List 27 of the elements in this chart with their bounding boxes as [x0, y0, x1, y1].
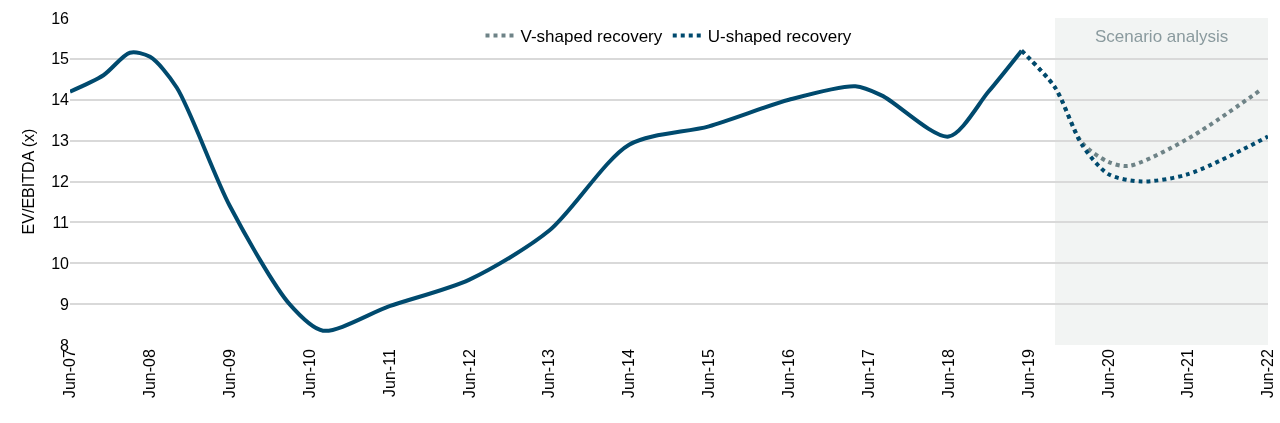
x-tick-label: Jun-16	[780, 349, 798, 399]
y-tick-label: 10	[51, 254, 70, 272]
x-tick-label: Jun-22	[1259, 349, 1277, 399]
x-tick-label: Jun-08	[141, 349, 159, 399]
x-tick-label: Jun-13	[540, 349, 558, 399]
y-tick-label: 13	[51, 132, 70, 150]
legend-label: V-shaped recovery	[520, 27, 663, 47]
x-tick-label: Jun-21	[1179, 349, 1197, 399]
x-tick-label: Jun-12	[460, 349, 478, 399]
y-tick-label: 15	[51, 50, 70, 68]
x-tick-label: Jun-11	[380, 349, 398, 397]
y-tick-label: 16	[51, 9, 70, 27]
legend-label: U-shaped recovery	[707, 27, 852, 47]
x-tick-label: Jun-09	[221, 349, 239, 399]
x-tick-label: Jun-15	[700, 349, 718, 399]
x-tick-label: Jun-19	[1019, 349, 1037, 399]
x-tick-label: Jun-18	[939, 349, 957, 399]
band-label: Scenario analysis	[1095, 27, 1229, 46]
x-tick-label: Jun-17	[859, 349, 877, 399]
y-axis-title: EV/EBITDA (x)	[20, 128, 38, 235]
y-tick-label: 11	[52, 213, 70, 231]
x-tick-label: Jun-14	[620, 349, 638, 399]
y-tick-label: 14	[51, 91, 70, 109]
y-tick-label: 12	[51, 173, 70, 191]
x-tick-label: Jun-10	[300, 349, 318, 399]
x-tick-label: Jun-20	[1099, 349, 1117, 399]
y-tick-label: 9	[60, 295, 70, 313]
